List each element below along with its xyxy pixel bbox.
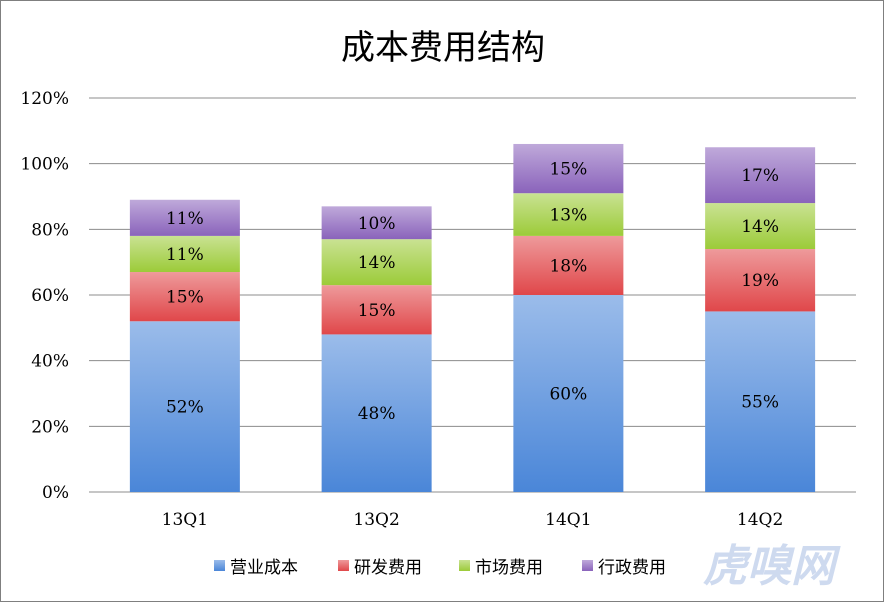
legend-label: 营业成本: [230, 558, 298, 578]
data-label: 13%: [549, 206, 587, 226]
legend-label: 行政费用: [598, 558, 666, 578]
data-label: 17%: [741, 166, 779, 186]
data-label: 11%: [166, 245, 204, 265]
bar-segment: [129, 272, 240, 322]
bar-segment: [705, 249, 816, 312]
y-tick-label: 60%: [31, 286, 69, 306]
y-tick-label: 120%: [20, 89, 69, 109]
bar-segment: [513, 235, 624, 295]
data-label: 19%: [741, 271, 779, 291]
watermark-logo: 虎嗅网: [703, 541, 841, 592]
bar-segment: [129, 235, 240, 273]
x-tick-label: 14Q2: [737, 510, 783, 530]
data-label: 11%: [166, 209, 204, 229]
y-axis-ticks: 0% 20% 40% 60% 80% 100% 120%: [20, 89, 69, 503]
legend-label: 市场费用: [475, 558, 543, 578]
x-tick-label: 13Q1: [162, 510, 208, 530]
legend: 营业成本 研发费用 市场费用 行政费用: [214, 558, 666, 578]
legend-label: 研发费用: [354, 558, 422, 578]
bar-segment: [705, 203, 816, 250]
chart-title: 成本费用结构: [341, 28, 545, 68]
legend-swatch: [338, 560, 349, 571]
bars: [129, 143, 816, 492]
bar-segment: [321, 334, 432, 492]
bar-segment: [705, 311, 816, 492]
y-tick-label: 80%: [31, 220, 69, 240]
data-label: 52%: [166, 398, 204, 418]
bar-segment: [321, 206, 432, 240]
bar-segment: [321, 239, 432, 286]
data-label: 48%: [358, 404, 396, 424]
x-tick-label: 13Q2: [353, 510, 399, 530]
bar-segment: [129, 199, 240, 236]
data-label: 18%: [549, 256, 587, 276]
bar-segment: [705, 147, 816, 204]
data-label: 55%: [741, 393, 779, 413]
data-label: 15%: [549, 160, 587, 180]
data-label: 15%: [358, 301, 396, 321]
bar-segment: [513, 295, 624, 492]
bar-segment: [129, 321, 240, 492]
data-labels: 52% 15% 11% 11% 48% 15% 14% 10% 60% 18% 13% 15% 55% 1…: [166, 160, 779, 425]
bar-segment: [321, 285, 432, 335]
legend-swatch: [214, 560, 225, 571]
data-label: 14%: [741, 217, 779, 237]
data-label: 14%: [358, 253, 396, 273]
data-label: 10%: [358, 214, 396, 234]
y-tick-label: 100%: [20, 155, 69, 175]
y-tick-label: 20%: [31, 417, 69, 437]
bar-segment: [513, 143, 624, 194]
bar-segment: [513, 193, 624, 236]
y-tick-label: 40%: [31, 352, 69, 372]
x-axis-ticks: 13Q1 13Q2 14Q1 14Q2: [162, 510, 784, 530]
x-tick-label: 14Q1: [545, 510, 591, 530]
legend-swatch: [582, 560, 593, 571]
data-label: 15%: [166, 288, 204, 308]
data-label: 60%: [549, 385, 587, 405]
y-tick-label: 0%: [42, 483, 69, 503]
legend-swatch: [459, 560, 470, 571]
